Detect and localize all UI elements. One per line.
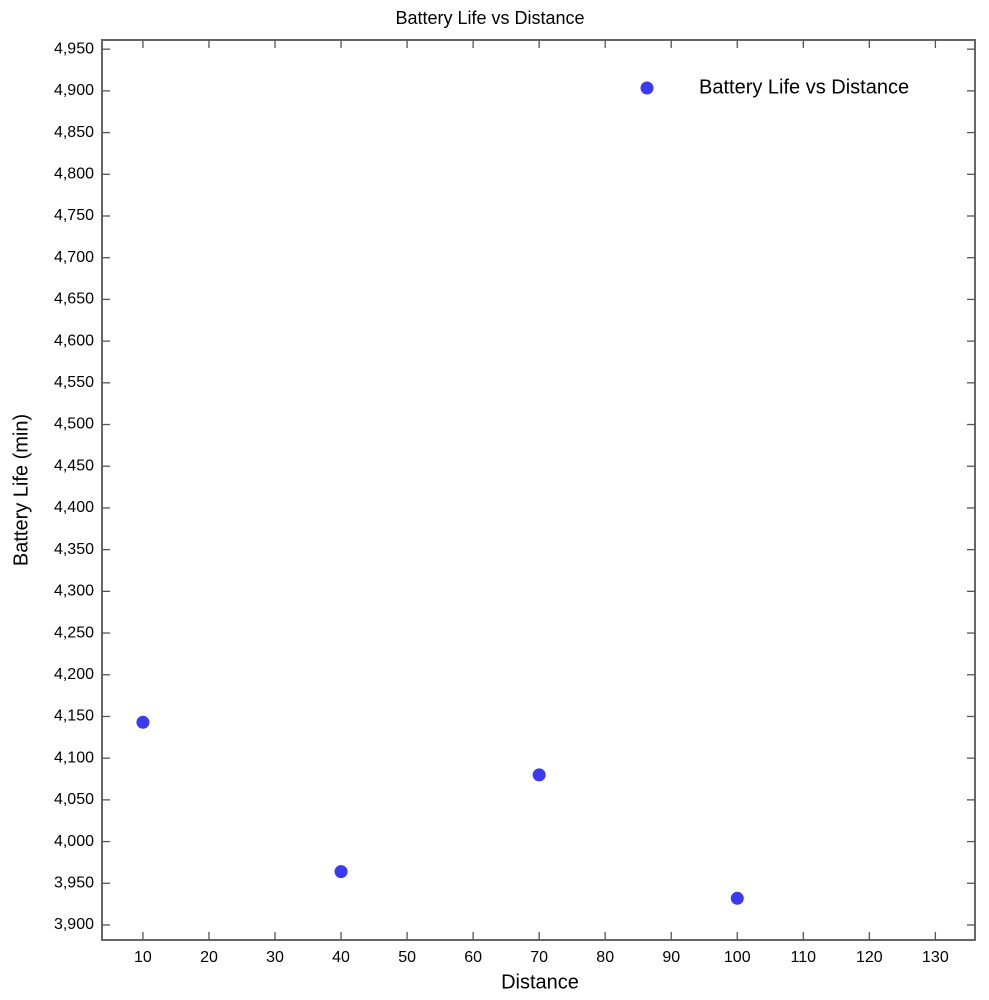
y-tick-label: 4,100 (54, 749, 94, 766)
legend-marker (640, 81, 654, 95)
y-tick-label: 4,750 (54, 207, 94, 224)
x-tick-label: 20 (200, 949, 218, 966)
x-tick-label: 40 (332, 949, 350, 966)
y-tick-label: 3,950 (54, 874, 94, 891)
y-tick-label: 4,550 (54, 374, 94, 391)
y-tick-label: 4,850 (54, 124, 94, 141)
y-tick-label: 4,000 (54, 833, 94, 850)
scatter-point (730, 891, 744, 905)
x-tick-label: 90 (662, 949, 680, 966)
scatter-point (136, 715, 150, 729)
x-tick-label: 30 (266, 949, 284, 966)
y-tick-label: 4,650 (54, 291, 94, 308)
scatter-point (532, 768, 546, 782)
y-tick-label: 4,600 (54, 332, 94, 349)
x-tick-label: 130 (922, 949, 949, 966)
y-tick-label: 4,800 (54, 166, 94, 183)
y-tick-label: 4,150 (54, 708, 94, 725)
y-tick-label: 4,450 (54, 457, 94, 474)
y-tick-label: 4,700 (54, 249, 94, 266)
y-tick-label: 4,050 (54, 791, 94, 808)
chart-title: Battery Life vs Distance (395, 8, 584, 28)
x-tick-label: 110 (791, 949, 817, 966)
y-tick-label: 4,200 (54, 666, 94, 683)
y-tick-label: 4,300 (54, 583, 94, 600)
y-tick-label: 4,250 (54, 624, 94, 641)
x-tick-label: 80 (596, 949, 614, 966)
x-tick-label: 120 (856, 949, 883, 966)
x-tick-label: 10 (134, 949, 152, 966)
scatter-point (334, 865, 348, 879)
y-tick-label: 4,350 (54, 541, 94, 558)
plot-frame (101, 39, 976, 941)
x-tick-label: 50 (398, 949, 416, 966)
y-tick-label: 4,500 (54, 416, 94, 433)
y-tick-label: 4,950 (54, 40, 94, 57)
x-tick-label: 70 (530, 949, 548, 966)
y-tick-label: 4,400 (54, 499, 94, 516)
y-tick-label: 4,900 (54, 82, 94, 99)
y-axis-label: Battery Life (min) (10, 414, 32, 566)
x-axis-label: Distance (501, 971, 579, 993)
legend-label: Battery Life vs Distance (699, 76, 909, 98)
y-tick-label: 3,900 (54, 916, 94, 933)
x-tick-label: 60 (464, 949, 482, 966)
x-tick-label: 100 (724, 949, 751, 966)
